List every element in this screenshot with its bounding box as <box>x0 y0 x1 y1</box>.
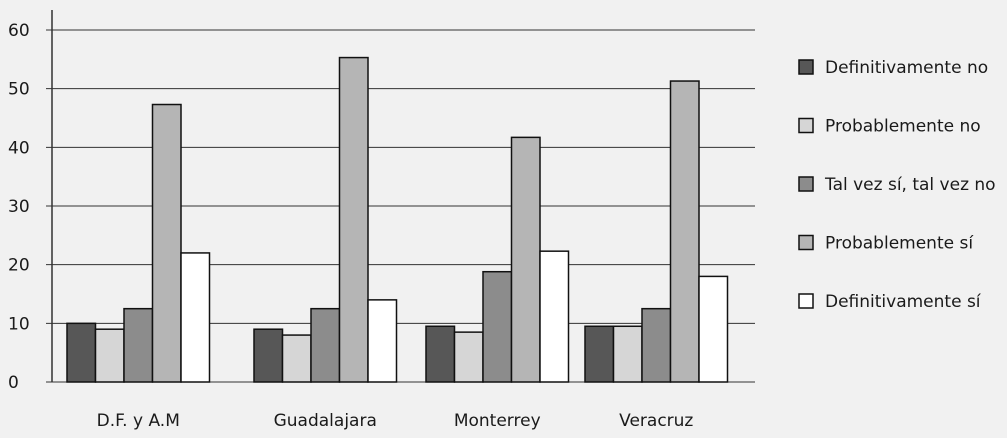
bar <box>253 328 284 383</box>
bar <box>281 334 312 383</box>
category-labels: D.F. y A.M Guadalajara Monterrey Veracruz <box>97 411 694 431</box>
bar <box>310 307 341 383</box>
category-label: Monterrey <box>454 411 541 431</box>
bar <box>669 80 700 383</box>
bar <box>123 307 154 383</box>
legend-swatch <box>798 59 814 75</box>
legend-label: Definitivamente no <box>825 58 988 78</box>
category-label: Guadalajara <box>274 411 377 431</box>
legend-swatch <box>798 117 814 134</box>
y-tick-label: 0 <box>8 373 19 393</box>
legend-label: Probablemente sí <box>825 234 974 254</box>
y-tick-label: 50 <box>8 80 30 100</box>
bar <box>482 270 513 383</box>
bar <box>510 136 541 383</box>
bar <box>584 325 615 383</box>
bar <box>367 299 398 383</box>
y-tick-label: 10 <box>8 314 30 334</box>
bar <box>151 103 182 383</box>
bar <box>641 307 672 383</box>
bars-layer <box>66 56 729 383</box>
bar <box>338 56 369 383</box>
category-label: D.F. y A.M <box>97 411 180 431</box>
bar <box>66 322 97 383</box>
category-label: Veracruz <box>619 411 693 431</box>
bar <box>453 331 484 383</box>
legend-label: Probablemente no <box>825 117 981 137</box>
bar <box>425 325 456 383</box>
bar <box>612 325 643 383</box>
y-tick-label: 40 <box>8 138 30 158</box>
bar <box>698 275 729 383</box>
legend-swatch <box>798 293 814 309</box>
y-tick-label: 60 <box>8 21 30 41</box>
y-tick-label: 20 <box>8 256 30 276</box>
y-tick-label: 30 <box>8 197 30 217</box>
legend-swatch <box>798 234 814 251</box>
bar <box>539 250 570 383</box>
legend: Definitivamente no Probablemente no Tal ve… <box>798 58 996 312</box>
legend-swatch <box>798 176 814 192</box>
grid-layer: 0 10 20 30 40 50 60 <box>8 21 755 393</box>
legend-label: Definitivamente sí <box>825 292 982 312</box>
bar <box>94 328 125 383</box>
bar <box>180 252 211 383</box>
legend-label: Tal vez sí, tal vez no <box>824 175 996 195</box>
